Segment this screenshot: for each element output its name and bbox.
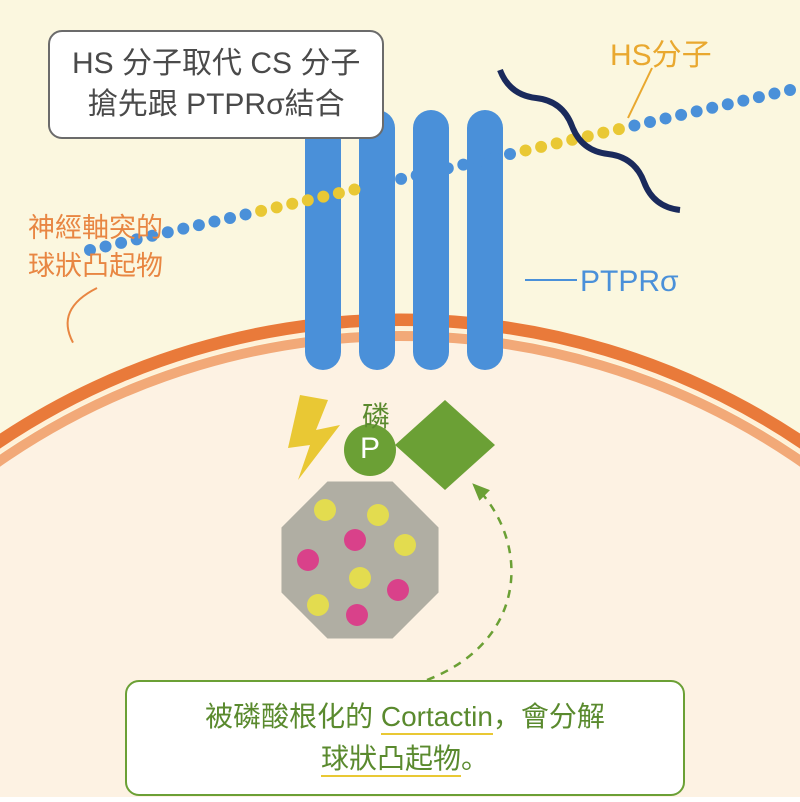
ptpr-sigma-label: PTPRσ (580, 265, 679, 299)
caption-box: 被磷酸根化的 Cortactin，會分解 球狀凸起物。 (125, 680, 685, 796)
caption-line1: 被磷酸根化的 Cortactin，會分解 (149, 696, 661, 738)
title-box: HS 分子取代 CS 分子 搶先跟 PTPRσ結合 (48, 30, 384, 139)
left-label-line1: 神經軸突的 (28, 210, 163, 248)
title-line2: 搶先跟 PTPRσ結合 (72, 85, 360, 126)
hs-molecule-label: HS分子 (610, 30, 712, 74)
caption-cortactin: Cortactin (381, 701, 493, 735)
phosphate-p-icon: P (360, 432, 380, 466)
axon-bulb-label: 神經軸突的 球狀凸起物 (28, 210, 163, 286)
caption-line1-pre: 被磷酸根化的 (205, 701, 381, 732)
left-label-line2: 球狀凸起物 (28, 248, 163, 286)
caption-line2-post: 。 (461, 743, 489, 774)
caption-bulb: 球狀凸起物 (321, 743, 461, 777)
title-line1: HS 分子取代 CS 分子 (72, 44, 360, 85)
caption-line1-post: ，會分解 (493, 701, 605, 732)
phosphate-label: 磷 (362, 395, 390, 435)
caption-line2: 球狀凸起物。 (149, 738, 661, 780)
diagram-canvas: HS 分子取代 CS 分子 搶先跟 PTPRσ結合 HS分子 PTPRσ 神經軸… (0, 0, 800, 797)
